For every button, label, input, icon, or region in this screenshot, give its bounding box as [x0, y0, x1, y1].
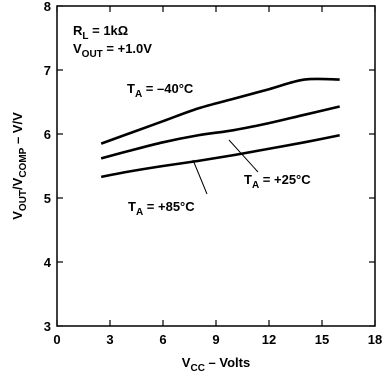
series-label-minus40: TA = –40°C [127, 81, 194, 100]
y-axis-ticks: 3 4 5 6 7 8 [44, 0, 375, 334]
x-tick-label: 9 [212, 332, 219, 347]
y-tick-label: 7 [44, 63, 51, 78]
x-tick-label: 18 [368, 332, 382, 347]
series-label-plus25: TA = +25°C [244, 172, 311, 191]
y-axis-title: VOUT/VCOMP – V/V [10, 112, 29, 220]
y-tick-label: 6 [44, 127, 51, 142]
series-line-minus40 [100, 77, 340, 145]
series-line-plus85 [100, 134, 340, 179]
x-tick-label: 15 [315, 332, 329, 347]
series-group [100, 77, 340, 179]
series-line-plus25 [100, 105, 340, 160]
leader-plus85 [192, 159, 208, 195]
x-tick-label: 3 [106, 332, 113, 347]
x-tick-label: 12 [262, 332, 276, 347]
leader-plus25 [228, 139, 259, 173]
y-tick-label: 5 [44, 191, 51, 206]
x-axis-ticks: 0 3 6 9 12 15 18 [53, 6, 382, 347]
y-tick-label: 8 [44, 0, 51, 14]
x-tick-label: 0 [53, 332, 60, 347]
x-axis-title: VCC – Volts [182, 355, 250, 374]
condition-vout: VOUT = +1.0V [73, 41, 152, 60]
y-tick-label: 4 [44, 255, 52, 270]
series-label-plus85: TA = +85°C [128, 199, 195, 218]
condition-rl: RL = 1kΩ [73, 23, 128, 42]
x-tick-label: 6 [159, 332, 166, 347]
y-tick-label: 3 [44, 319, 51, 334]
